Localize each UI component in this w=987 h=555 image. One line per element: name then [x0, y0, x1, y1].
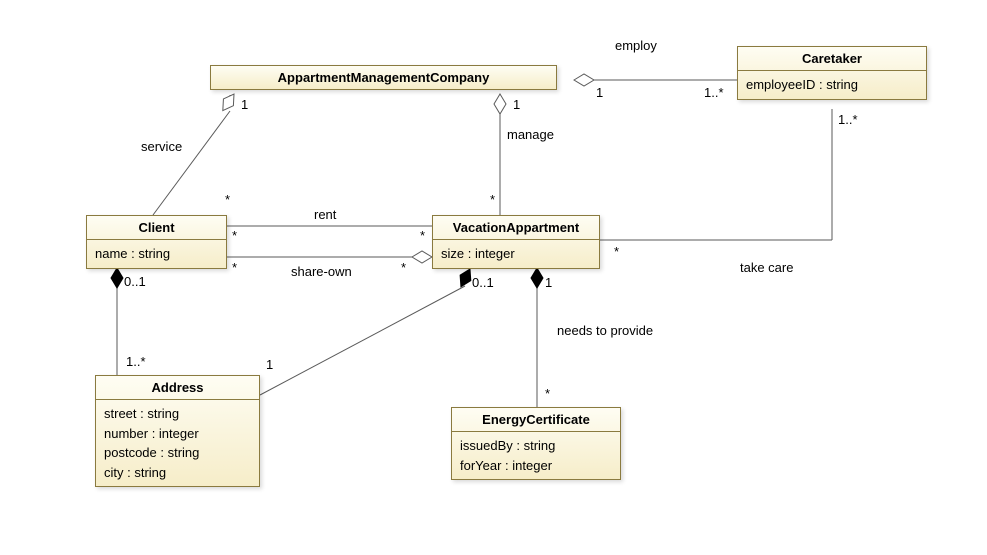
attr-row: street : string — [104, 404, 251, 424]
attr-row: postcode : string — [104, 443, 251, 463]
mult: * — [232, 228, 237, 243]
class-client-attrs: name : string — [87, 240, 226, 268]
class-energy-title: EnergyCertificate — [452, 408, 620, 432]
class-address-attrs: street : string number : integer postcod… — [96, 400, 259, 486]
mult: 1 — [241, 97, 248, 112]
class-caretaker-title: Caretaker — [738, 47, 926, 71]
label-rent: rent — [314, 207, 336, 222]
class-client-title: Client — [87, 216, 226, 240]
label-employ: employ — [615, 38, 657, 53]
class-caretaker-attrs: employeeID : string — [738, 71, 926, 99]
mult: * — [614, 244, 619, 259]
attr-row: forYear : integer — [460, 456, 612, 476]
class-vacation-title: VacationAppartment — [433, 216, 599, 240]
attr-row: issuedBy : string — [460, 436, 612, 456]
class-vacation: VacationAppartment size : integer — [432, 215, 600, 269]
attr-row: employeeID : string — [746, 75, 918, 95]
class-company-title: AppartmentManagementCompany — [211, 66, 556, 89]
mult: 1 — [545, 275, 552, 290]
label-shareown: share-own — [291, 264, 352, 279]
class-energy: EnergyCertificate issuedBy : string forY… — [451, 407, 621, 480]
attr-row: name : string — [95, 244, 218, 264]
mult: * — [490, 192, 495, 207]
label-takecare: take care — [740, 260, 793, 275]
mult: 1..* — [838, 112, 858, 127]
mult: * — [225, 192, 230, 207]
attr-row: number : integer — [104, 424, 251, 444]
mult: * — [401, 260, 406, 275]
class-client: Client name : string — [86, 215, 227, 269]
class-company: AppartmentManagementCompany — [210, 65, 557, 90]
label-service: service — [141, 139, 182, 154]
class-caretaker: Caretaker employeeID : string — [737, 46, 927, 100]
mult: * — [232, 260, 237, 275]
label-manage: manage — [507, 127, 554, 142]
mult: * — [420, 228, 425, 243]
mult: 1 — [513, 97, 520, 112]
class-address-title: Address — [96, 376, 259, 400]
class-address: Address street : string number : integer… — [95, 375, 260, 487]
attr-row: city : string — [104, 463, 251, 483]
mult: * — [545, 386, 550, 401]
class-vacation-attrs: size : integer — [433, 240, 599, 268]
mult: 1..* — [704, 85, 724, 100]
mult: 0..1 — [124, 274, 146, 289]
mult: 1..* — [126, 354, 146, 369]
mult: 1 — [266, 357, 273, 372]
mult: 1 — [596, 85, 603, 100]
class-energy-attrs: issuedBy : string forYear : integer — [452, 432, 620, 479]
mult: 0..1 — [472, 275, 494, 290]
label-needsprovide: needs to provide — [557, 323, 653, 338]
attr-row: size : integer — [441, 244, 591, 264]
